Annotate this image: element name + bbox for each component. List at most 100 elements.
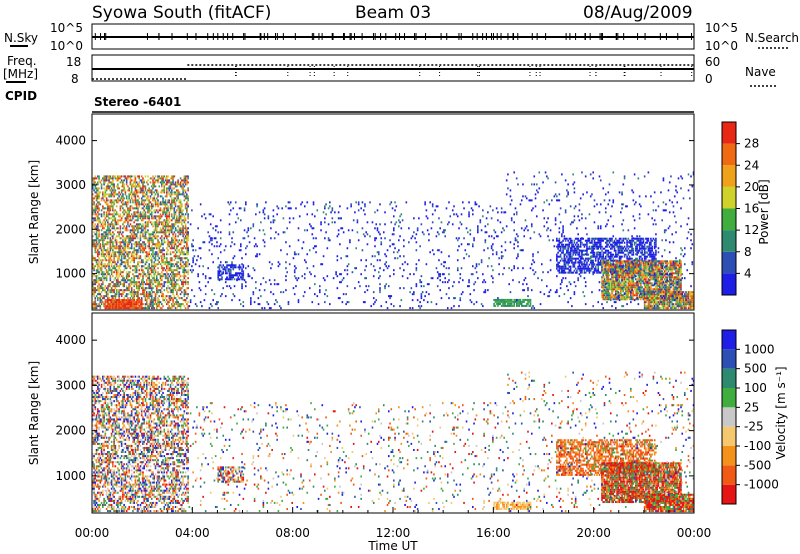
range-gate-cell <box>102 235 104 238</box>
range-gate-cell <box>164 183 167 186</box>
range-gate-cell <box>132 301 134 304</box>
range-gate-cell <box>109 181 112 184</box>
range-gate-cell <box>517 298 519 301</box>
range-gate-cell <box>628 251 631 254</box>
range-gate-cell <box>493 229 495 232</box>
range-gate-cell <box>181 179 183 182</box>
range-gate-cell <box>142 217 144 220</box>
range-gate-cell <box>118 219 120 222</box>
range-gate-cell <box>94 289 97 292</box>
range-gate-cell <box>143 281 146 284</box>
range-gate-cell <box>132 269 134 272</box>
range-gate-cell <box>142 191 144 194</box>
range-gate-cell <box>178 219 181 222</box>
range-gate-cell <box>601 237 603 240</box>
range-gate-cell <box>108 181 110 184</box>
range-gate-cell <box>113 227 115 230</box>
range-gate-cell <box>127 259 129 262</box>
range-gate-cell <box>559 271 562 274</box>
range-gate-cell <box>139 255 142 258</box>
range-gate-cell <box>124 229 127 232</box>
range-gate-cell <box>98 207 100 210</box>
range-gate-cell <box>613 259 616 262</box>
range-gate-cell <box>167 245 169 248</box>
range-gate-cell <box>140 229 143 232</box>
range-gate-cell <box>475 301 478 304</box>
range-gate-cell <box>145 281 148 284</box>
range-gate-cell <box>115 293 118 296</box>
range-gate-cell <box>222 268 225 271</box>
range-gate-cell <box>586 245 588 248</box>
range-gate-cell <box>109 289 112 292</box>
range-gate-cell <box>124 175 127 178</box>
range-gate-cell <box>92 293 94 296</box>
range-gate-cell <box>134 267 137 270</box>
range-gate-cell <box>181 203 183 206</box>
range-gate-cell <box>127 209 129 212</box>
range-gate-cell <box>581 249 583 252</box>
range-gate-cell <box>165 257 168 260</box>
range-gate-cell <box>128 211 130 214</box>
range-gate-cell <box>179 297 182 300</box>
range-gate-cell <box>140 219 143 222</box>
range-gate-cell <box>173 283 176 286</box>
range-gate-cell <box>189 223 192 226</box>
range-gate-cell <box>239 245 242 248</box>
range-gate-cell <box>576 271 578 274</box>
range-gate-cell <box>379 275 381 278</box>
range-gate-cell <box>134 207 137 210</box>
range-gate-cell <box>179 267 182 270</box>
range-gate-cell <box>133 207 135 210</box>
range-gate-cell <box>114 177 117 180</box>
range-gate-cell <box>165 229 168 232</box>
range-gate-cell <box>324 207 326 210</box>
range-gate-cell <box>182 229 184 232</box>
range-gate-cell <box>489 205 492 208</box>
range-gate-cell <box>514 298 517 301</box>
range-gate-cell <box>135 281 138 284</box>
range-gate-cell <box>127 251 129 254</box>
range-gate-cell <box>499 298 502 301</box>
range-gate-cell <box>102 301 104 304</box>
range-gate-cell <box>123 303 125 306</box>
range-gate-cell <box>159 229 162 232</box>
range-gate-cell <box>148 191 151 194</box>
range-gate-cell <box>137 225 139 228</box>
range-gate-cell <box>135 293 138 296</box>
range-gate-cell <box>105 301 108 304</box>
range-gate-cell <box>589 255 592 258</box>
range-gate-cell <box>335 273 337 276</box>
range-gate-cell <box>112 243 114 246</box>
range-gate-cell <box>347 263 350 266</box>
range-gate-cell <box>509 304 512 307</box>
range-gate-cell <box>142 275 144 278</box>
range-gate-cell <box>117 299 119 302</box>
range-gate-cell <box>105 279 108 282</box>
range-gate-cell <box>468 255 470 258</box>
range-gate-cell <box>102 287 104 290</box>
range-gate-cell <box>135 303 138 306</box>
range-gate-cell <box>149 237 152 240</box>
range-gate-cell <box>214 237 217 240</box>
range-gate-cell <box>147 211 149 214</box>
range-gate-cell <box>100 287 103 290</box>
range-gate-cell <box>495 298 498 301</box>
range-gate-cell <box>167 265 169 268</box>
range-gate-cell <box>142 183 144 186</box>
range-gate-cell <box>140 227 143 230</box>
range-gate-cell <box>99 247 102 250</box>
range-gate-cell <box>128 283 130 286</box>
range-gate-cell <box>117 175 119 178</box>
range-gate-cell <box>123 209 125 212</box>
range-gate-cell <box>178 227 181 230</box>
range-gate-cell <box>148 285 151 288</box>
range-gate-cell <box>132 185 134 188</box>
range-gate-cell <box>513 302 515 305</box>
range-gate-cell <box>415 269 418 272</box>
range-gate-cell <box>92 183 94 186</box>
range-gate-cell <box>173 251 176 254</box>
range-gate-cell <box>107 219 109 222</box>
range-gate-cell <box>137 299 139 302</box>
range-gate-cell <box>140 279 143 282</box>
range-gate-cell <box>204 275 207 278</box>
